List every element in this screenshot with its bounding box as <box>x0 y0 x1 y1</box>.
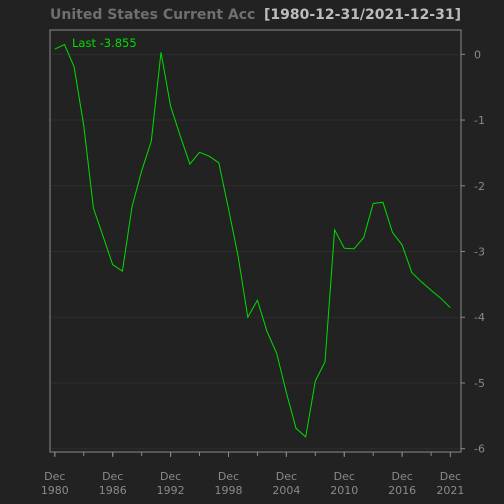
series-line <box>54 43 451 438</box>
x-tick-label-year: 1998 <box>214 484 242 497</box>
x-tick-label-year: 1992 <box>157 484 185 497</box>
x-tick-label-year: 2021 <box>436 484 464 497</box>
x-tick-label-month: Dec <box>218 470 239 483</box>
y-tick-label: -3 <box>474 246 485 259</box>
x-tick-label-month: Dec <box>160 470 181 483</box>
x-tick-label-year: 1986 <box>99 484 127 497</box>
y-tick-label: 0 <box>474 48 481 61</box>
x-tick-label-month: Dec <box>276 470 297 483</box>
x-tick-label-month: Dec <box>440 470 461 483</box>
y-tick-label: -5 <box>474 377 485 390</box>
y-tick-label: -2 <box>474 180 485 193</box>
y-tick-label: -4 <box>474 311 485 324</box>
x-tick-label-month: Dec <box>44 470 65 483</box>
x-tick-label-year: 2016 <box>388 484 416 497</box>
last-value-label: Last -3.855 <box>72 36 137 50</box>
x-tick-label-month: Dec <box>334 470 355 483</box>
x-tick-label-year: 2004 <box>272 484 300 497</box>
plot-border <box>49 29 462 453</box>
x-tick-label-year: 2010 <box>330 484 358 497</box>
y-tick-label: -6 <box>474 443 485 456</box>
x-tick-label-year: 1980 <box>41 484 69 497</box>
range-backdrop <box>256 4 466 24</box>
date-range: [1980-12-31/2021-12-31] <box>264 7 461 23</box>
tick-layer: 0-1-2-3-4-5-6Dec1980Dec1986Dec1992Dec199… <box>41 48 485 497</box>
y-tick-label: -1 <box>474 114 485 127</box>
grid-layer <box>50 53 461 450</box>
x-tick-label-month: Dec <box>102 470 123 483</box>
x-tick-label-month: Dec <box>391 470 412 483</box>
